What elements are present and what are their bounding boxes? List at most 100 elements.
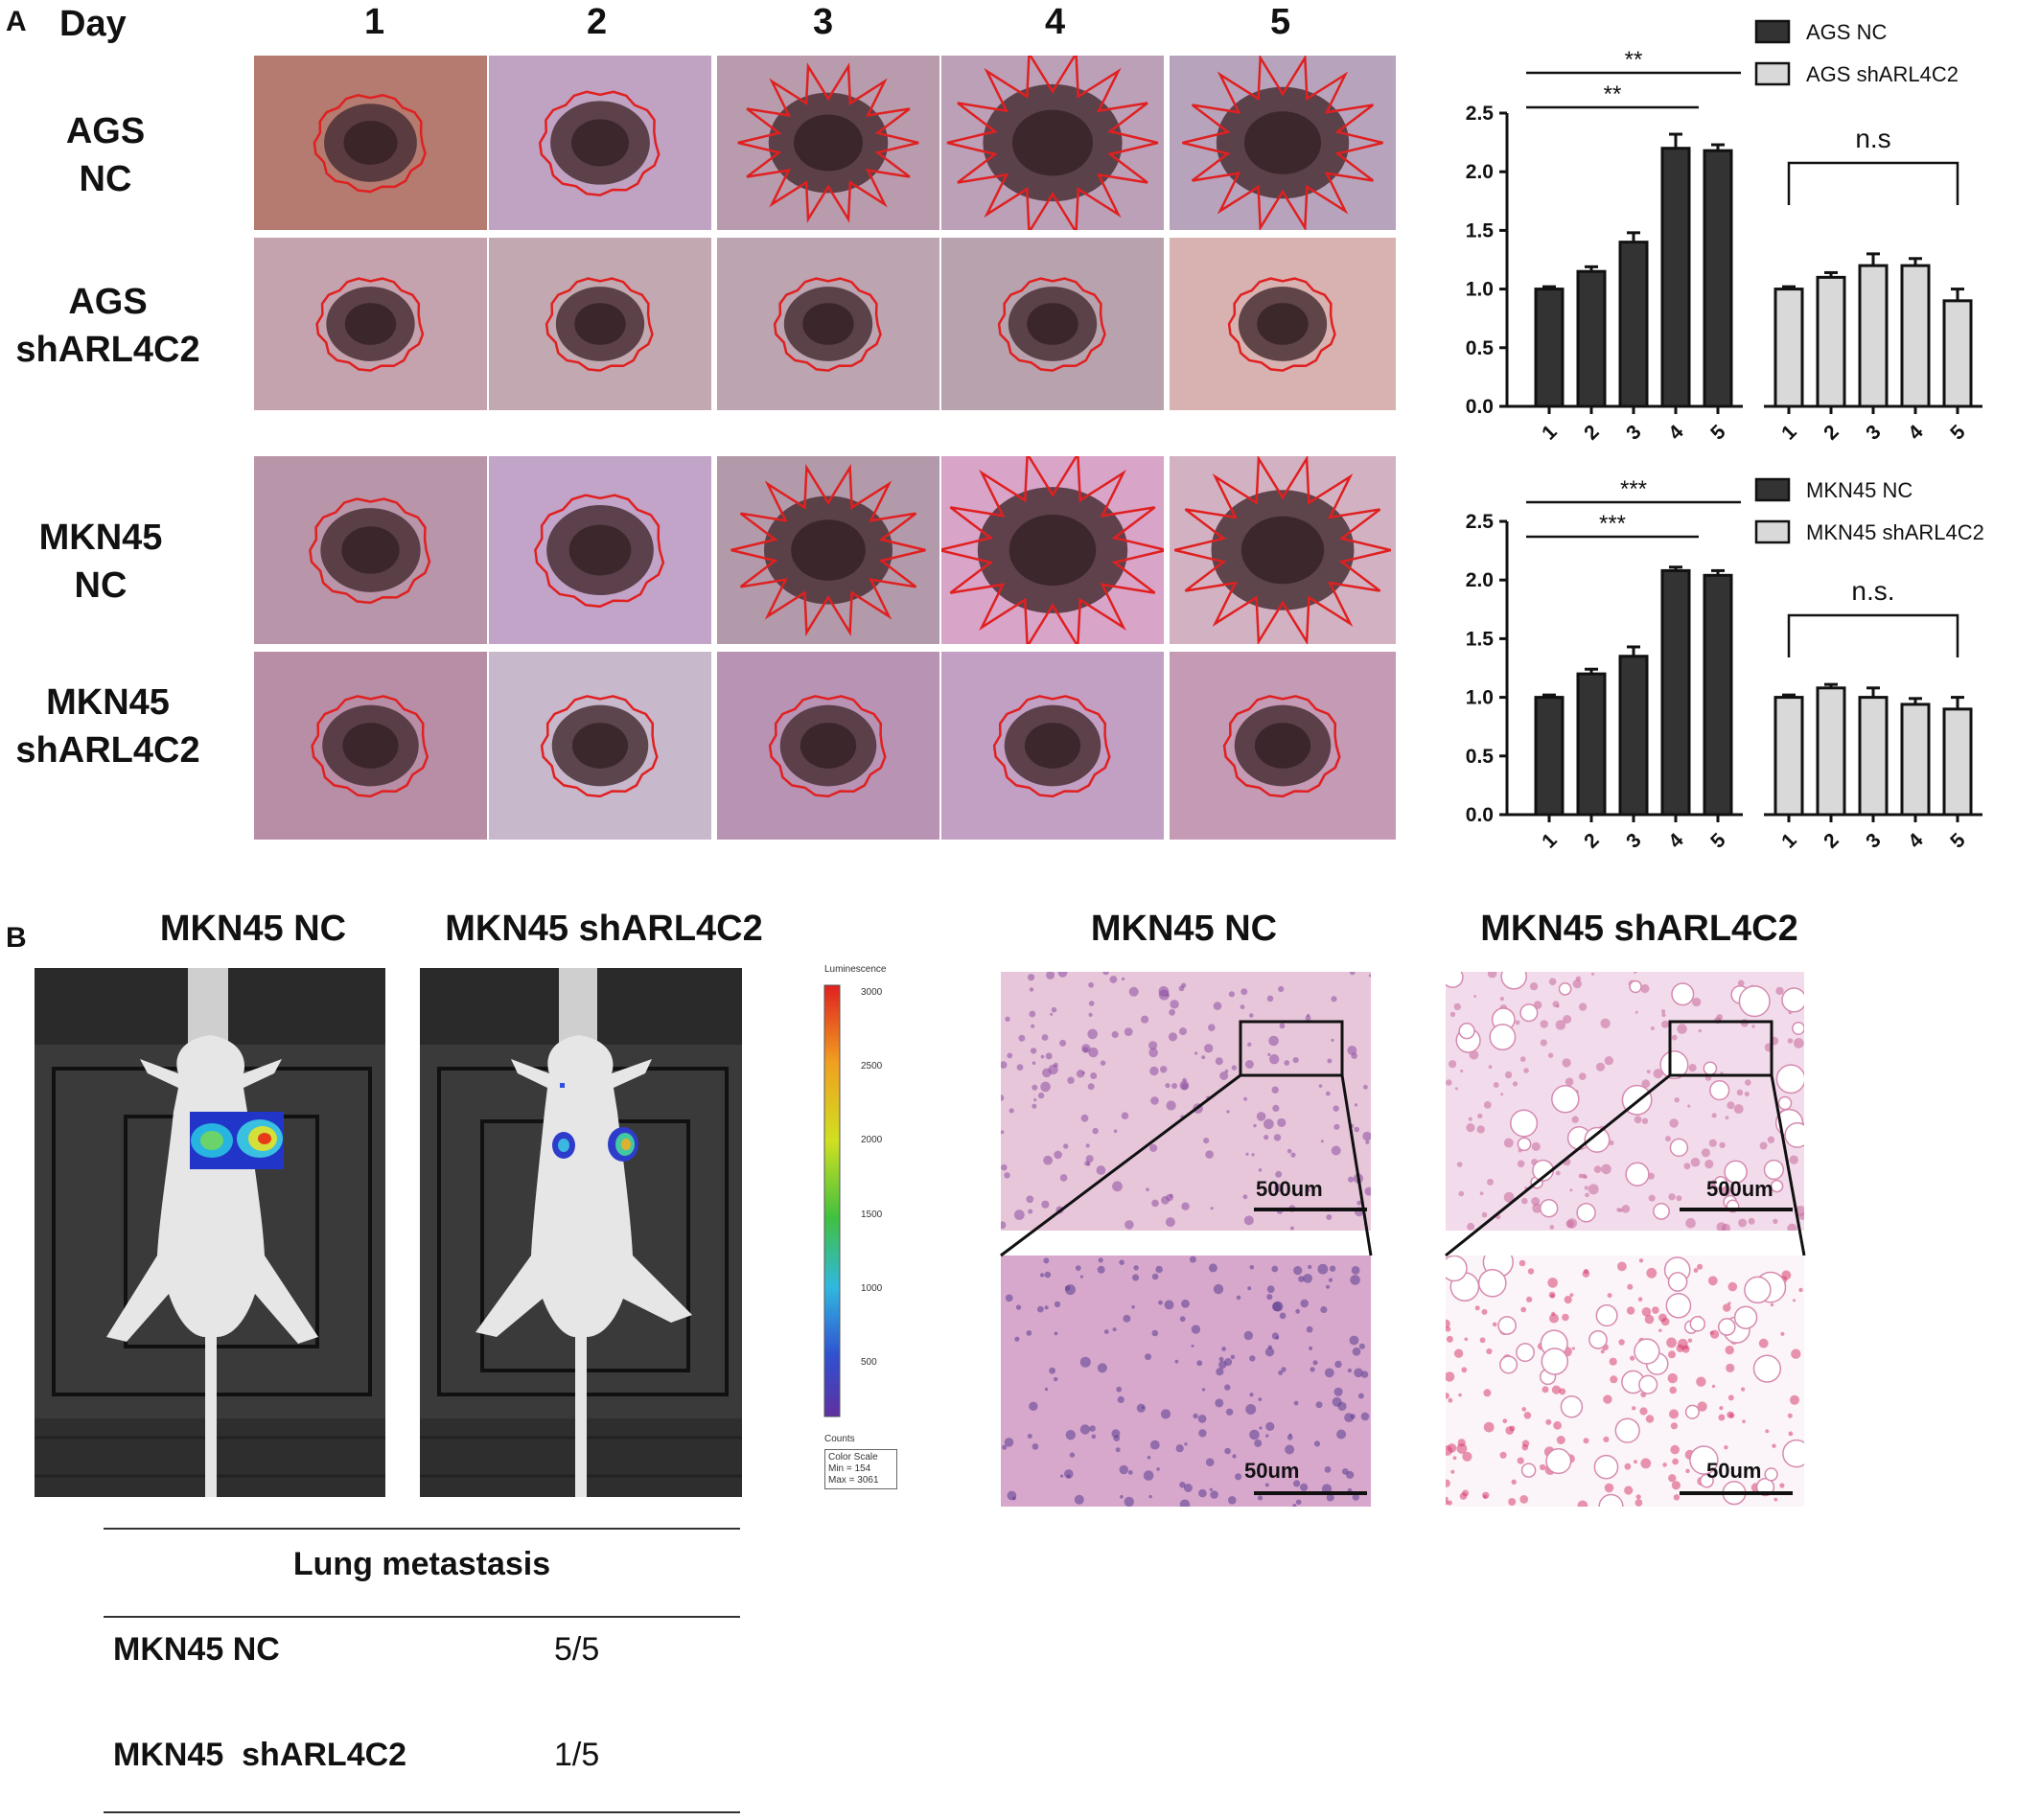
significance-label: ***: [1620, 476, 1647, 502]
lum-tick-2000: 2000: [861, 1135, 883, 1145]
ns-label: n.s: [1855, 124, 1890, 153]
luminescence-scale-box: Color Scale Min = 154 Max = 3061: [824, 1449, 897, 1489]
x-tick-label: 2: [1580, 421, 1604, 445]
y-axis: 0.0 0.5 1.0 1.5 2.0 2.5: [1466, 511, 1509, 826]
x-tick-label: 3: [1862, 421, 1886, 445]
spheroid-image: [1170, 456, 1396, 644]
bar: [1816, 275, 1846, 408]
bar: [1576, 269, 1607, 408]
significance-label: ***: [1599, 511, 1626, 537]
bar: [1703, 573, 1733, 817]
mouse-title-sharl4c2: MKN45 shARL4C2: [445, 909, 763, 949]
legend-swatch: [1754, 477, 1791, 502]
x-tick-label: 2: [1580, 829, 1604, 853]
spheroid-image: [254, 456, 487, 644]
y-tick-label: 2.0: [1466, 569, 1494, 591]
legend-label: AGS shARL4C2: [1806, 62, 1959, 86]
bar: [1900, 703, 1931, 817]
x-tick-label: 1: [1777, 829, 1801, 853]
spheroid-image: [1170, 56, 1396, 230]
chart-mkn45: 0.00.51.01.52.02.51 2 3 4 5 1 2 3 4 5******n.s.MK…: [1466, 476, 1984, 853]
y-axis: 0.0 0.5 1.0 1.5 2.0 2.5: [1466, 103, 1509, 418]
x-tick-label: 2: [1820, 829, 1843, 853]
y-tick-label: 2.5: [1466, 511, 1495, 533]
bar: [1773, 696, 1804, 817]
day-number-4: 4: [1045, 2, 1066, 42]
x-tick-label: 4: [1664, 829, 1688, 853]
histology-image: [1446, 1256, 1804, 1507]
day-number-1: 1: [364, 2, 385, 42]
row-label-mkn45-sharl4c2: MKN45 shARL4C2: [15, 682, 200, 771]
luminescence-color-bar: [823, 984, 841, 1417]
spheroid-image: [254, 652, 487, 840]
x-tick-label: 3: [1862, 829, 1886, 853]
spheroid-image: [489, 56, 711, 230]
y-tick-label: 0.0: [1466, 804, 1494, 826]
bar: [1534, 288, 1565, 408]
legend-label: MKN45 shARL4C2: [1806, 520, 1984, 544]
spheroid-image: [941, 238, 1164, 410]
spheroid-image: [1170, 652, 1396, 840]
y-tick-label: 0.0: [1466, 396, 1494, 418]
panel-b-letter: B: [6, 922, 27, 954]
table-rule-mid: [104, 1616, 740, 1618]
spheroid-image: [489, 652, 711, 840]
bar: [1534, 696, 1565, 817]
mouse-title-nc: MKN45 NC: [159, 909, 347, 949]
spheroid-image: [717, 652, 939, 840]
scale-label-nc-bottom: 50um: [1244, 1459, 1300, 1483]
x-tick-label: 5: [1946, 829, 1970, 853]
luminescence-units: Counts: [824, 1434, 855, 1444]
luminescence-title: Luminescence: [824, 964, 887, 975]
scale-label-nc-top: 500um: [1256, 1177, 1323, 1201]
bar: [1660, 147, 1691, 408]
ns-label: n.s.: [1851, 576, 1894, 606]
x-tick-label: 2: [1820, 421, 1843, 445]
x-tick-label: 5: [1706, 829, 1730, 853]
luminescence-signal-nc: [190, 1112, 284, 1169]
table-header: Lung metastasis: [292, 1546, 551, 1582]
histology-image: [1001, 1256, 1371, 1507]
day-label: Day: [59, 4, 127, 44]
y-tick-label: 0.5: [1466, 746, 1495, 768]
y-tick-label: 1.5: [1466, 219, 1495, 242]
spheroid-image: [717, 238, 939, 410]
bar: [1660, 568, 1691, 817]
row-label-ags-nc: AGS NC: [65, 111, 146, 199]
lum-tick-3000: 3000: [861, 987, 883, 998]
spheroid-image: [717, 56, 939, 230]
day-number-5: 5: [1270, 2, 1291, 42]
table-row-value-2: 1/5: [554, 1737, 600, 1773]
bar: [1576, 672, 1607, 817]
bar: [1773, 288, 1804, 408]
y-tick-label: 1.0: [1466, 687, 1494, 709]
spheroid-image: [254, 238, 487, 410]
mouse-bioluminescence-sharl4c2: [420, 968, 742, 1497]
x-tick-label: 4: [1904, 421, 1928, 445]
spheroid-image: [254, 56, 487, 230]
bar: [1942, 707, 1973, 817]
bar: [1618, 241, 1649, 408]
histology-title-nc: MKN45 NC: [1090, 909, 1278, 949]
bar: [1900, 264, 1931, 408]
table-rule-top: [104, 1528, 740, 1530]
x-tick-label: 3: [1622, 829, 1646, 853]
legend-swatch: [1754, 19, 1791, 44]
mouse-bioluminescence-nc: [35, 968, 385, 1497]
ns-bracket: [1787, 161, 1959, 205]
spheroid-image: [717, 456, 939, 644]
spheroid-image: [941, 652, 1164, 840]
x-tick-label: 5: [1946, 421, 1970, 445]
legend-label: MKN45 NC: [1806, 478, 1912, 502]
spheroid-image: [1170, 238, 1396, 410]
y-tick-label: 1.0: [1466, 279, 1494, 301]
bar: [1703, 149, 1733, 408]
panel-a-letter: A: [6, 6, 27, 37]
significance-label: **: [1625, 47, 1643, 73]
legend-swatch: [1754, 61, 1791, 86]
scale-label-sh-bottom: 50um: [1706, 1459, 1762, 1483]
legend-label: AGS NC: [1806, 20, 1887, 44]
spheroid-image: [941, 56, 1164, 230]
x-tick-label: 4: [1904, 829, 1928, 853]
